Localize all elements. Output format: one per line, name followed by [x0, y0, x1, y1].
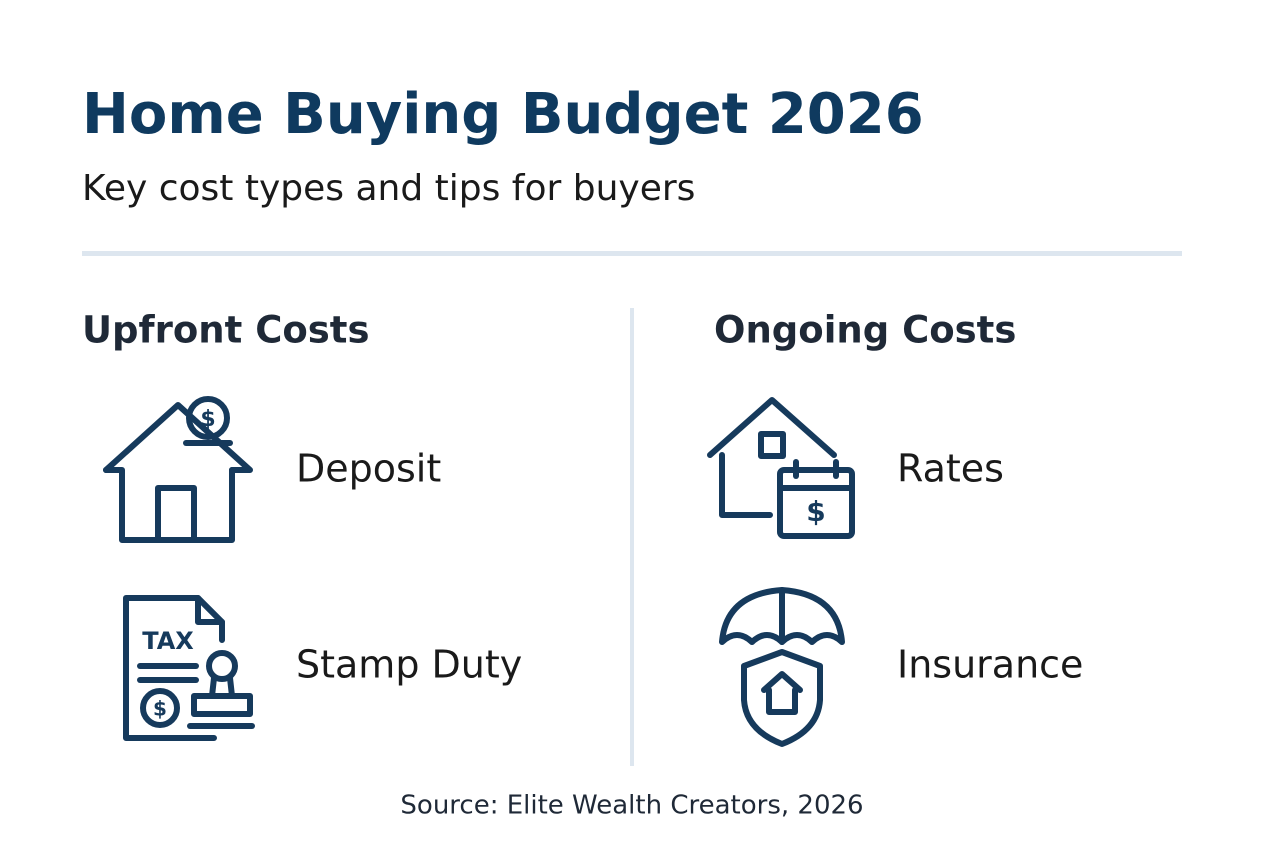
deposit-icon: $ [103, 396, 253, 543]
item-label: Stamp Duty [296, 643, 522, 687]
item-label: Rates [897, 447, 1004, 491]
stamp-duty-icon: TAX $ [123, 595, 255, 741]
icon-text: $ [200, 407, 215, 432]
item-label: Insurance [897, 643, 1083, 687]
rates-icon: $ [707, 397, 855, 539]
subtitle: Key cost types and tips for buyers [82, 168, 695, 209]
icon-text: $ [806, 495, 825, 528]
source: Source: Elite Wealth Creators, 2026 [400, 791, 863, 821]
column-heading: Upfront Costs [82, 309, 370, 352]
column-divider [630, 308, 634, 766]
icon-text: $ [153, 697, 167, 721]
title: Home Buying Budget 2026 [82, 82, 924, 147]
item-label: Deposit [296, 447, 441, 491]
divider [82, 251, 1182, 256]
insurance-icon [719, 587, 845, 747]
column-heading: Ongoing Costs [714, 309, 1016, 352]
icon-text: TAX [142, 627, 194, 655]
